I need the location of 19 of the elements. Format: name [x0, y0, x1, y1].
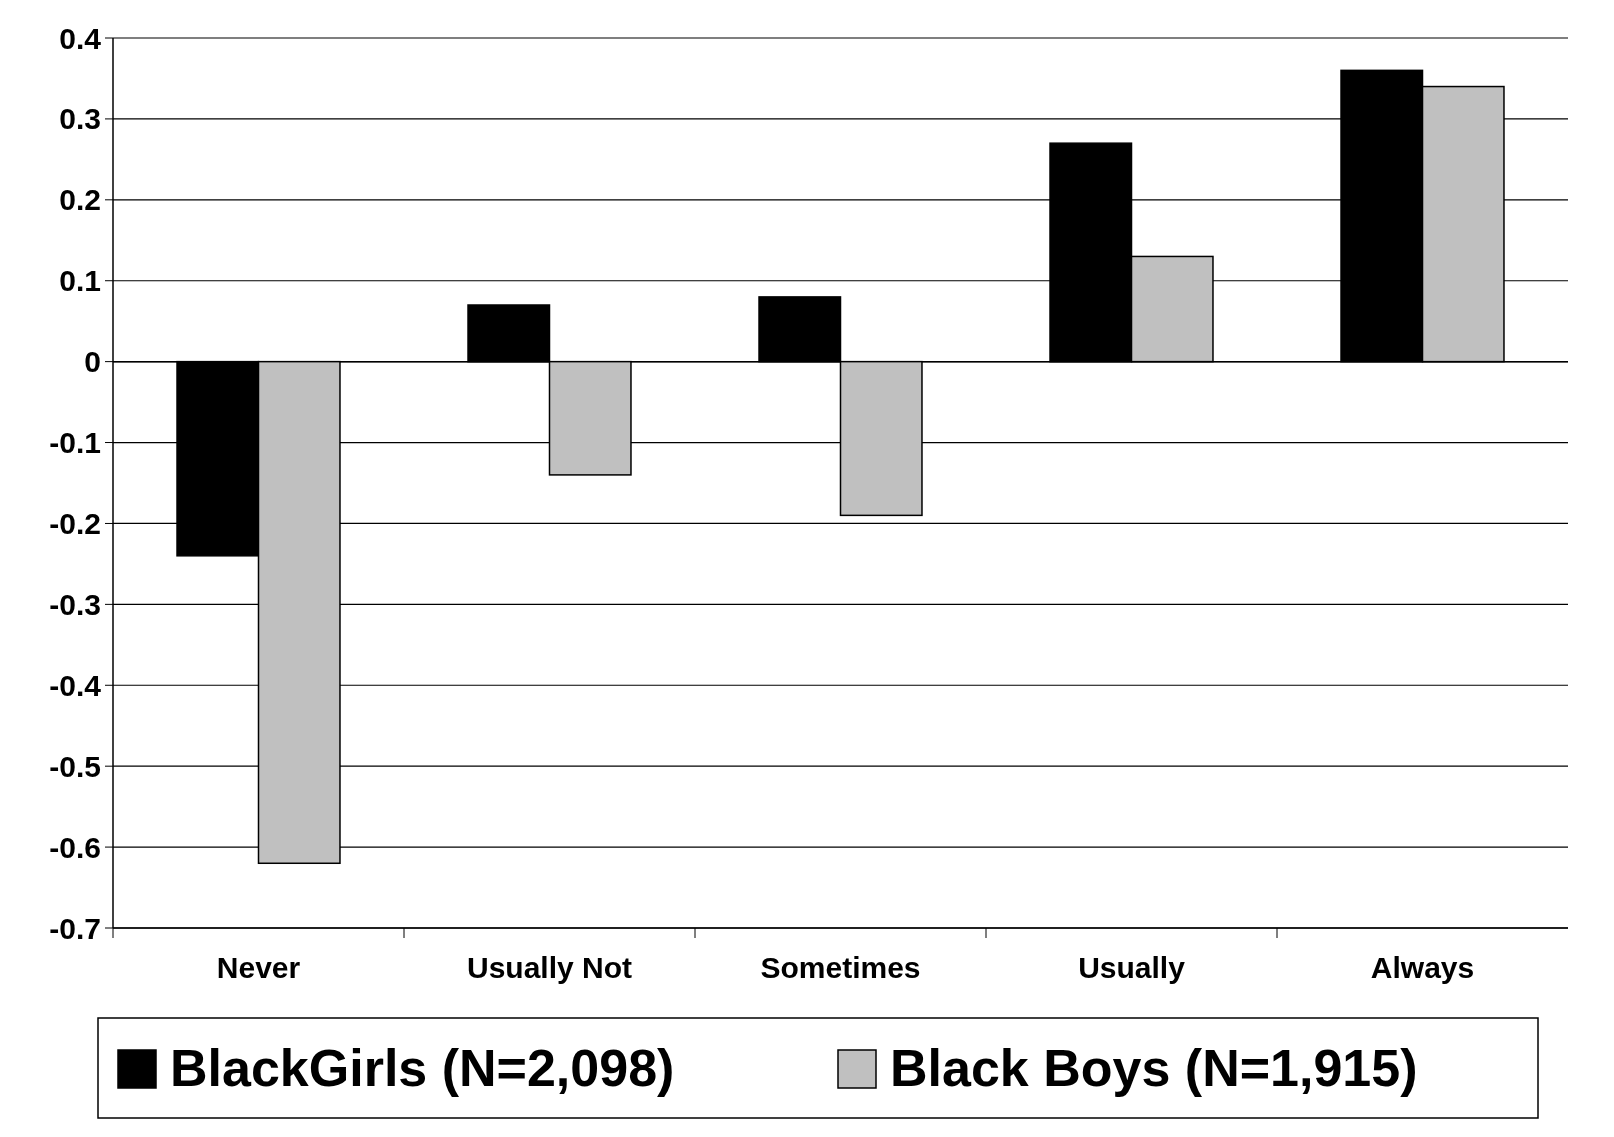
x-tick-label: Always: [1370, 951, 1475, 984]
y-tick-label: -0.2: [49, 506, 101, 540]
x-tick-label: Sometimes: [760, 951, 921, 984]
legend-label: Black Boys (N=1,915): [890, 1039, 1418, 1097]
y-tick-label: -0.7: [49, 911, 101, 945]
y-tick-label: 0.4: [59, 21, 102, 55]
y-tick-label: -0.3: [49, 587, 101, 621]
y-tick-label: -0.5: [49, 749, 101, 783]
y-tick-label: -0.1: [49, 426, 101, 460]
y-tick-label: 0.2: [59, 183, 101, 217]
y-tick-label: -0.4: [49, 668, 102, 702]
y-tick-label: 0.3: [59, 102, 101, 136]
x-tick-label: Usually: [1078, 951, 1186, 984]
x-tick-label: Usually Not: [466, 951, 633, 984]
x-tick-label: Never: [216, 951, 301, 984]
legend-label: BlackGirls (N=2,098): [170, 1039, 675, 1097]
y-tick-label: 0: [84, 345, 101, 379]
y-tick-label: 0.1: [59, 264, 101, 298]
y-tick-label: -0.6: [49, 830, 101, 864]
